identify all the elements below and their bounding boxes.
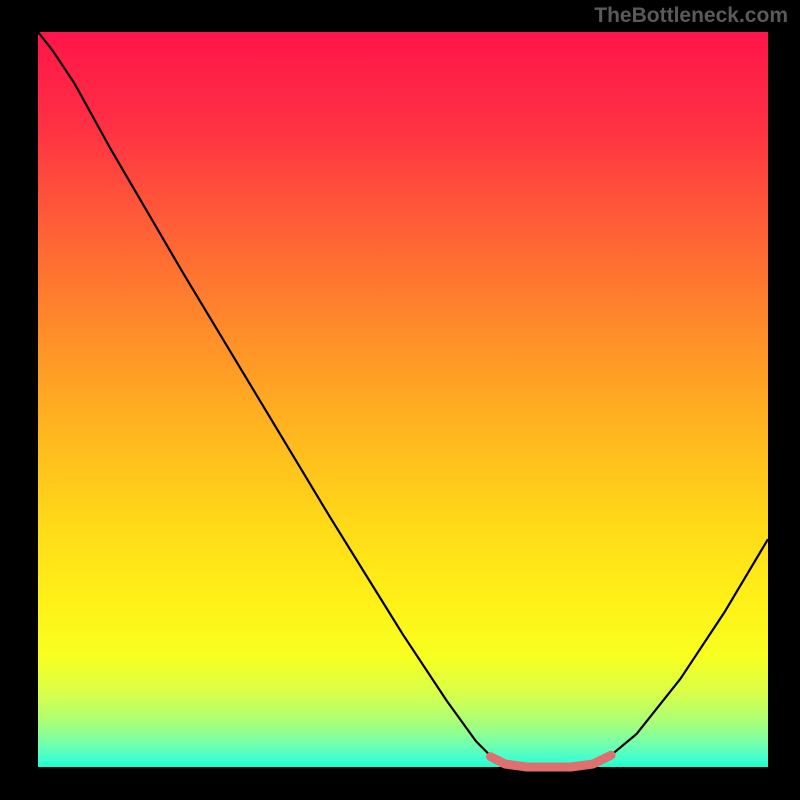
chart-container: { "watermark": { "text": "TheBottleneck.… <box>0 0 800 800</box>
plot-area <box>38 32 768 767</box>
bottleneck-curve <box>38 32 768 767</box>
trough-marker <box>491 755 611 767</box>
watermark-text: TheBottleneck.com <box>594 4 788 28</box>
curve-layer <box>38 32 768 767</box>
